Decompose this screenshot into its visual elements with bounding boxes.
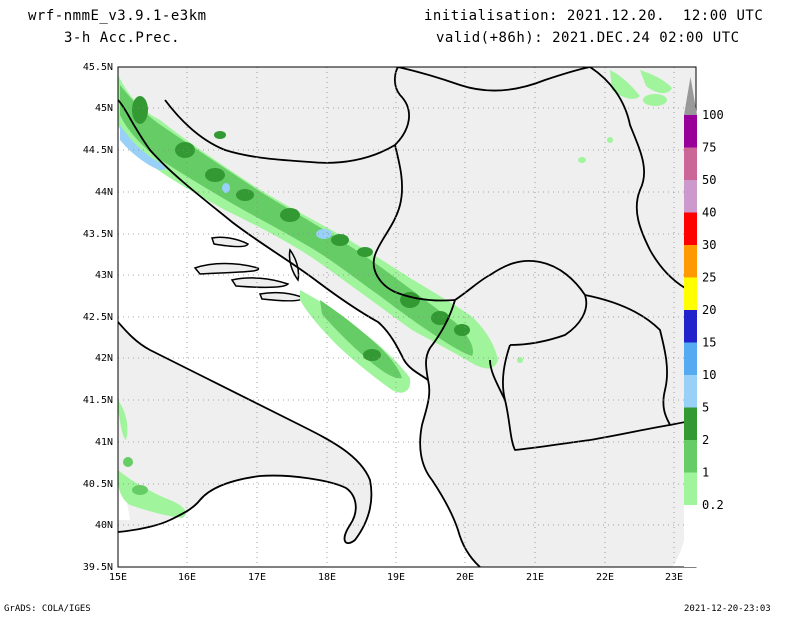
legend-swatch-base (684, 505, 697, 567)
lat-tick-label: 42.5N (83, 312, 113, 323)
lon-tick-label: 18E (318, 572, 336, 583)
lat-tick-label: 42N (95, 353, 113, 364)
legend-swatch (684, 407, 697, 440)
lat-tick-label: 41.5N (83, 395, 113, 406)
lon-axis: 15E 16E 17E 18E 19E 20E 21E 22E 23E (109, 572, 683, 583)
legend-swatch (684, 180, 697, 213)
lat-tick-label: 41N (95, 437, 113, 448)
field-title: 3-h Acc.Prec. (64, 30, 181, 46)
islands (193, 236, 306, 302)
lon-tick-label: 17E (248, 572, 266, 583)
graticule (118, 67, 696, 567)
legend-swatch (684, 342, 697, 375)
legend-label: 30 (702, 238, 716, 252)
footer-timestamp: 2021-12-20-23:03 (684, 604, 771, 614)
legend-label: 5 (702, 401, 709, 415)
lon-tick-label: 16E (178, 572, 196, 583)
lon-tick-label: 20E (456, 572, 474, 583)
lat-tick-label: 44N (95, 187, 113, 198)
lat-tick-label: 40N (95, 520, 113, 531)
legend-label: 40 (702, 206, 716, 220)
lat-tick-label: 43.5N (83, 229, 113, 240)
lon-tick-label: 23E (665, 572, 683, 583)
lat-tick-label: 45.5N (83, 62, 113, 73)
lon-tick-label: 21E (526, 572, 544, 583)
model-title: wrf-nmmE_v3.9.1-e3km (28, 8, 207, 24)
legend-swatch (684, 77, 697, 115)
legend-swatch (684, 147, 697, 180)
legend-swatch (684, 440, 697, 473)
lat-tick-label: 45N (95, 103, 113, 114)
legend-label: 100 (702, 108, 724, 122)
lat-tick-label: 39.5N (83, 562, 113, 573)
legend-swatch (684, 472, 697, 505)
legend-label: 10 (702, 368, 716, 382)
legend-label: 0.2 (702, 498, 724, 512)
legend-label: 50 (702, 173, 716, 187)
legend-swatch (684, 115, 697, 148)
legend-swatch (684, 375, 697, 408)
lat-axis: 45.5N 45N 44.5N 44N 43.5N 43N 42.5N 42N … (83, 62, 113, 573)
legend-label: 15 (702, 336, 716, 350)
legend-swatch (684, 245, 697, 278)
lon-tick-label: 15E (109, 572, 127, 583)
lat-tick-label: 44.5N (83, 145, 113, 156)
lat-tick-label: 43N (95, 270, 113, 281)
legend-swatch (684, 277, 697, 310)
legend-label: 75 (702, 141, 716, 155)
adriatic-sea (118, 100, 480, 567)
legend-swatch (684, 310, 697, 343)
precip-2 (132, 96, 470, 361)
lat-tick-label: 40.5N (83, 479, 113, 490)
lon-tick-label: 19E (387, 572, 405, 583)
legend-label: 2 (702, 433, 709, 447)
lon-tick-label: 22E (596, 572, 614, 583)
init-time: initialisation: 2021.12.20. 12:00 UTC (424, 8, 764, 24)
footer-software: GrADS: COLA/IGES (4, 604, 91, 614)
valid-time: valid(+86h): 2021.DEC.24 02:00 UTC (436, 30, 740, 46)
legend-label: 20 (702, 303, 716, 317)
precip-1 (120, 85, 474, 495)
legend-label: 25 (702, 271, 716, 285)
legend-label: 1 (702, 466, 709, 480)
legend-swatch (684, 212, 697, 245)
